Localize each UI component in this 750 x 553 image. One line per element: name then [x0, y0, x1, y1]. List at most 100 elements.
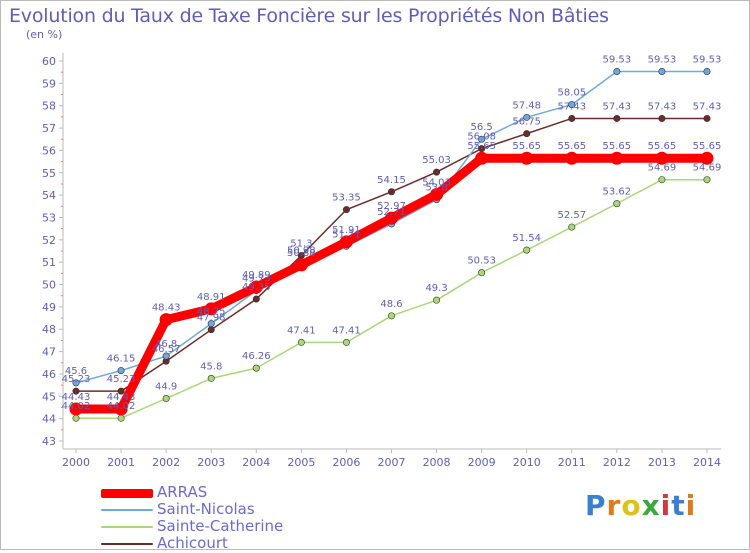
data-point-sainte-catherine: [568, 223, 576, 231]
data-point-arras: [385, 211, 398, 225]
data-point-arras: [114, 402, 128, 416]
x-tick-label: 2004: [242, 456, 270, 469]
data-label-arras: 51.91: [332, 225, 361, 236]
x-tick-label: 2009: [468, 456, 496, 469]
data-label-saint-nicolas: 51.71: [332, 229, 361, 240]
data-label-saint-nicolas: 58.05: [557, 88, 586, 99]
data-point-sainte-catherine: [342, 338, 350, 346]
data-point-arras: [565, 151, 579, 165]
data-label-sainte-catherine: 46.26: [242, 351, 271, 362]
data-label-arras: 54.03: [422, 177, 451, 188]
data-label-achicourt: 54.15: [377, 175, 406, 186]
data-label-achicourt: 47.98: [197, 313, 226, 324]
data-point-sainte-catherine: [433, 296, 441, 304]
data-label-sainte-catherine: 44.02: [62, 401, 91, 412]
data-label-sainte-catherine: 53.62: [603, 187, 632, 198]
y-tick-label: 56: [42, 144, 56, 157]
y-tick-label: 47: [42, 346, 56, 359]
x-tick-label: 2001: [107, 456, 135, 469]
logo-letter: o: [621, 489, 642, 522]
data-point-saint-nicolas: [162, 352, 170, 360]
data-point-achicourt: [658, 114, 666, 122]
data-label-sainte-catherine: 52.57: [557, 210, 586, 221]
data-label-saint-nicolas: 53.8: [425, 183, 447, 194]
data-label-achicourt: 46.57: [152, 344, 181, 355]
data-label-arras: 55.65: [512, 141, 541, 152]
chart-series: [69, 68, 714, 422]
logo-letter: i: [660, 489, 672, 522]
data-point-sainte-catherine: [658, 176, 666, 184]
y-tick-label: 59: [42, 77, 56, 90]
y-tick-label: 49: [42, 301, 56, 314]
y-tick-label: 52: [42, 234, 56, 247]
data-point-arras: [610, 151, 624, 165]
logo-letter: x: [641, 489, 661, 522]
data-label-sainte-catherine: 47.41: [287, 325, 316, 336]
y-tick-label: 48: [42, 323, 56, 336]
data-point-saint-nicolas: [658, 68, 666, 76]
data-point-sainte-catherine: [117, 414, 125, 422]
data-label-achicourt: 57.43: [648, 101, 677, 112]
legend-label-saint-nicolas: Saint-Nicolas: [157, 500, 255, 518]
data-label-arras: 55.65: [648, 141, 677, 152]
data-label-saint-nicolas: 59.53: [693, 55, 722, 66]
data-point-sainte-catherine: [613, 200, 621, 208]
legend-swatch-saint-nicolas: [101, 509, 153, 511]
data-point-arras: [475, 151, 489, 165]
logo-letter: i: [685, 489, 697, 522]
data-point-saint-nicolas: [523, 113, 531, 121]
chart-axes: 43 44 45 46 47 48 49 50 51 52 53 54 55 56 57 58 59 60 2000…: [42, 53, 721, 469]
data-label-arras: 52.97: [377, 201, 406, 212]
y-tick-label: 54: [42, 189, 56, 202]
legend-label-arras: ARRAS: [157, 483, 208, 501]
data-label-saint-nicolas: 46.15: [107, 354, 136, 365]
data-label-achicourt: 55.03: [422, 155, 451, 166]
data-label-sainte-catherine: 44.02: [107, 401, 136, 412]
proxiti-logo: Proxiti: [585, 489, 696, 522]
y-tick-label: 51: [42, 256, 56, 269]
y-tick-label: 44: [42, 413, 56, 426]
data-label-sainte-catherine: 50.53: [467, 256, 496, 267]
data-label-arras: 55.65: [693, 141, 722, 152]
data-point-achicourt: [568, 114, 576, 122]
data-label-sainte-catherine: 45.8: [200, 361, 222, 372]
data-point-saint-nicolas: [613, 68, 621, 76]
data-point-arras: [520, 151, 534, 165]
data-label-achicourt: 57.43: [557, 101, 586, 112]
data-label-saint-nicolas: 45.6: [65, 366, 87, 377]
data-point-achicourt: [433, 168, 441, 176]
data-point-saint-nicolas: [207, 320, 215, 328]
data-point-achicourt: [613, 114, 621, 122]
data-point-achicourt: [703, 114, 711, 122]
data-label-arras: 44.43: [107, 392, 136, 403]
data-point-saint-nicolas: [703, 68, 711, 76]
data-point-saint-nicolas: [568, 101, 576, 109]
data-label-saint-nicolas: 52.71: [377, 207, 406, 218]
data-point-sainte-catherine: [252, 364, 260, 372]
y-tick-label: 43: [42, 435, 56, 448]
data-label-sainte-catherine: 47.41: [332, 325, 361, 336]
y-tick-label: 45: [42, 390, 56, 403]
data-label-saint-nicolas: 48.25: [197, 307, 226, 318]
data-point-saint-nicolas: [117, 367, 125, 375]
data-point-achicourt: [207, 326, 215, 334]
data-label-sainte-catherine: 51.54: [512, 233, 541, 244]
data-label-saint-nicolas: 59.53: [603, 55, 632, 66]
data-label-achicourt: 49.35: [242, 282, 271, 293]
data-label-arras: 48.43: [152, 303, 181, 314]
data-point-sainte-catherine: [703, 176, 711, 184]
data-label-arras: 44.43: [62, 392, 91, 403]
data-label-saint-nicolas: 56.5: [471, 122, 493, 133]
y-tick-label: 55: [42, 167, 56, 180]
data-point-sainte-catherine: [478, 269, 486, 277]
data-point-saint-nicolas: [478, 135, 486, 143]
data-label-sainte-catherine: 48.6: [380, 299, 402, 310]
data-point-sainte-catherine: [297, 338, 305, 346]
data-label-achicourt: 53.35: [332, 193, 361, 204]
logo-letter: t: [671, 489, 686, 522]
x-tick-label: 2013: [648, 456, 676, 469]
data-point-achicourt: [72, 387, 80, 395]
x-tick-label: 2008: [423, 456, 451, 469]
logo-letter: r: [606, 489, 622, 522]
